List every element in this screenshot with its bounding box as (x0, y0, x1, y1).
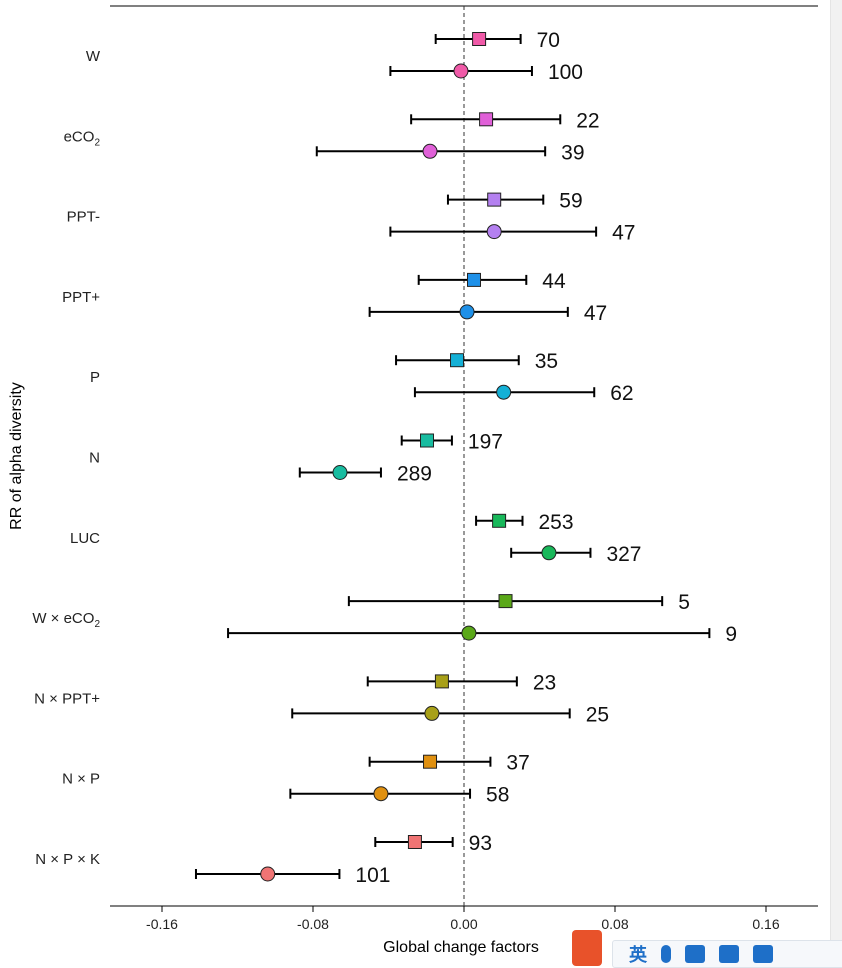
row-ppt-: PPT- 59 47 (67, 190, 636, 245)
circle-point (424, 705, 440, 721)
x-tick-label: 0.16 (752, 916, 779, 932)
microphone-icon[interactable] (661, 945, 671, 963)
square-point (420, 433, 435, 448)
circle-sample-size-label: 100 (548, 61, 583, 84)
circle-sample-size-label: 289 (397, 463, 432, 486)
circle-point (373, 786, 389, 802)
x-axis-ticks: -0.16 -0.08 0.00 0.08 0.16 (146, 906, 780, 932)
keyboard-icon[interactable] (685, 945, 705, 963)
circle-sample-size-label: 101 (355, 864, 390, 887)
square-sample-size-label: 23 (533, 671, 556, 694)
row-label: N × P × K (35, 851, 100, 868)
ime-language-toggle[interactable]: 英 (629, 945, 647, 965)
square-point (407, 835, 422, 849)
row-ppt+: PPT+ 44 47 (62, 270, 607, 325)
row-label: LUC (70, 530, 100, 547)
x-tick-label: 0.08 (601, 916, 628, 932)
row-label: N (89, 450, 100, 467)
circle-sample-size-label: 25 (586, 703, 609, 726)
row-label: P (90, 369, 100, 386)
x-axis-title: Global change factors (383, 939, 539, 956)
row-label: W × eCO2 (32, 610, 100, 630)
square-point (487, 192, 502, 207)
square-sample-size-label: 197 (468, 431, 503, 454)
row-label: N × PPT+ (34, 690, 100, 707)
row-luc: LUC 253 327 (70, 511, 642, 566)
square-sample-size-label: 37 (506, 752, 529, 775)
y-axis-title: RR of alpha diversity (8, 382, 25, 530)
row-weco: W × eCO2 5 9 (32, 591, 737, 646)
circle-point (332, 465, 348, 480)
grid-menu-icon[interactable] (753, 945, 773, 963)
square-sample-size-label: 253 (539, 511, 574, 534)
circle-sample-size-label: 39 (561, 141, 584, 164)
circle-sample-size-label: 327 (606, 543, 641, 566)
square-sample-size-label: 93 (469, 832, 492, 855)
circle-point (486, 224, 502, 240)
circle-point (461, 625, 477, 641)
square-point (467, 272, 482, 287)
circle-sample-size-label: 47 (584, 302, 607, 325)
square-point (434, 674, 449, 689)
square-sample-size-label: 59 (559, 190, 582, 213)
row-label: N × P (62, 771, 100, 788)
x-tick-label: -0.08 (297, 916, 329, 932)
square-point (498, 594, 513, 609)
row-eco: eCO2 22 39 (64, 109, 600, 164)
circle-sample-size-label: 9 (725, 623, 737, 646)
row-label: PPT- (67, 209, 100, 226)
x-tick-label: 0.00 (450, 916, 477, 932)
scrollbar[interactable] (830, 0, 842, 966)
circle-point (459, 304, 475, 320)
square-sample-size-label: 70 (537, 29, 560, 52)
rows: W70100eCO22239PPT-5947PPT+4447P3562N1972… (32, 29, 737, 887)
circle-point (422, 143, 438, 159)
row-p: P 35 62 (90, 350, 634, 405)
row-np: N × P 37 58 (62, 752, 530, 807)
circle-point (496, 384, 512, 400)
x-tick-label: -0.16 (146, 916, 178, 932)
circle-sample-size-label: 58 (486, 784, 509, 807)
row-nppt+: N × PPT+ 23 25 (34, 671, 609, 726)
row-n: N 197 289 (89, 431, 503, 486)
square-sample-size-label: 44 (542, 270, 566, 293)
circle-sample-size-label: 62 (610, 382, 633, 405)
square-point (492, 513, 507, 528)
square-sample-size-label: 5 (678, 591, 690, 614)
ime-toolbar: 英 (612, 940, 842, 968)
square-point (423, 754, 438, 769)
square-sample-size-label: 22 (576, 109, 599, 132)
skin-shirt-icon[interactable] (719, 945, 739, 963)
row-w: W 70 100 (86, 29, 583, 84)
row-npk: N × P × K 93 101 (35, 832, 492, 887)
circle-sample-size-label: 47 (612, 222, 635, 245)
square-point (472, 32, 487, 46)
ime-logo-icon (572, 930, 602, 966)
square-sample-size-label: 35 (535, 350, 558, 373)
square-point (450, 353, 465, 368)
square-point (479, 112, 494, 127)
circle-point (453, 63, 469, 79)
circle-point (260, 866, 276, 882)
circle-point (541, 545, 557, 561)
row-label: PPT+ (62, 289, 100, 306)
row-label: W (86, 48, 101, 65)
row-label: eCO2 (64, 128, 101, 148)
